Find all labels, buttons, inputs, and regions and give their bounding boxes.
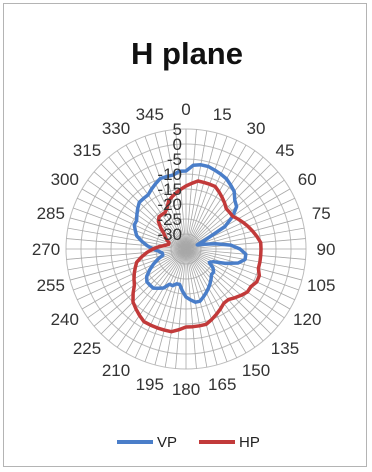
angle-tick-label: 255 [37,276,65,295]
grid-spoke [116,150,187,250]
grid-spoke [185,248,247,354]
grid-spoke [66,238,187,250]
grid-spoke [134,140,187,250]
angle-tick-label: 105 [307,276,335,295]
grid-spoke [67,248,187,271]
angle-tick-label: 300 [51,170,79,189]
grid-spoke [81,188,187,250]
radial-tick-label: 0 [173,135,182,154]
radial-tick-label: -10 [157,165,182,184]
grid-spoke [185,248,228,362]
grid-spoke [185,248,285,319]
grid-spoke [108,248,187,342]
grid-spoke [185,248,218,366]
angle-tick-label: 330 [102,119,130,138]
radial-tick-labels: 50-5-10-15-20-25-30 [157,120,182,244]
radial-tick-label: -5 [167,150,182,169]
grid-spoke [185,129,197,250]
angle-tick-label: 135 [271,339,299,358]
grid-spoke [73,248,187,291]
grid-spoke [144,136,187,250]
grid-spoke [185,144,247,250]
angle-tick-label: 225 [73,339,101,358]
grid-spoke [154,248,187,366]
legend: VP HP [117,434,260,451]
radial-tick-label: 5 [173,120,182,139]
grid-spoke [66,248,187,260]
grid-spoke [185,150,256,250]
angle-tick-label: 210 [102,361,130,380]
radial-tick-label: -30 [157,225,182,244]
grid-spoke [164,130,187,250]
grid-spoke [77,248,187,301]
angle-tick-label: 315 [73,141,101,160]
grid-spoke [185,130,208,250]
legend-label-vp: VP [157,434,177,451]
grid-spoke [69,248,187,281]
radar-chart: H plane 50-5-10-15-20-25-30 0 15304560759… [32,36,336,451]
grid-spoke [108,156,187,250]
grid-spoke [185,248,295,301]
angle-tick-label: 120 [293,310,321,329]
angle-tick-label: 180 [172,380,200,399]
legend-label-hp: HP [239,434,260,451]
angle-tick-label: 90 [317,240,336,259]
grid-spoke [93,171,187,250]
angle-tick-label: 0 [181,100,190,119]
angle-tick-label: 285 [37,204,65,223]
grid-spoke [134,248,187,358]
grid-spoke [185,248,264,342]
series-line-hp [131,179,263,334]
angle-tick-label: 60 [298,170,317,189]
angle-tick-label: 45 [276,141,295,160]
grid-spoke [185,132,218,250]
grid-spoke [164,248,187,368]
angle-tick-label: 240 [51,310,79,329]
grid-spoke [185,248,197,369]
angular-spokes [66,129,306,369]
chart-frame: H plane 5 0 -5 -10 -15 -20 -25 -30 0 15 30 45 60 75 9… [3,3,367,467]
grid-spoke [185,136,228,250]
grid-spoke [185,140,238,250]
angle-tick-label: 345 [136,105,164,124]
grid-spoke [144,248,187,362]
grid-spoke [125,144,187,250]
grid-spoke [185,248,238,358]
grid-spoke [185,248,299,291]
grid-spoke [185,248,208,368]
grid-spoke [185,248,279,327]
grid-spoke [185,248,303,281]
grid-spoke [185,248,272,335]
radial-tick-label: -25 [157,210,182,229]
grid-spoke [154,132,187,250]
angle-tick-label: 165 [208,375,236,394]
grid-spoke [116,248,187,348]
grid-spoke [87,248,187,319]
grid-spoke [185,248,256,348]
radial-tick-label: -15 [157,180,182,199]
grid-spoke [185,171,279,250]
grid-spoke [100,163,187,250]
series-line-vp [132,163,248,304]
grid-spoke [100,248,187,335]
grid-spoke [125,248,187,354]
grid-spoke [185,248,291,310]
grid-spoke [185,163,272,250]
series-group [131,163,263,334]
angle-tick-label: 75 [312,204,331,223]
grid-spoke [185,238,306,250]
radial-tick-label: -20 [157,195,182,214]
grid-spoke [175,248,187,369]
angle-tick-label: 195 [136,375,164,394]
angle-tick-label: 15 [213,105,232,124]
angle-tick-label: 270 [32,240,60,259]
chart-title: H plane [131,36,243,71]
grid-spoke [93,248,187,327]
angle-tick-label: 30 [247,119,266,138]
angle-tick-label: 150 [242,361,270,380]
